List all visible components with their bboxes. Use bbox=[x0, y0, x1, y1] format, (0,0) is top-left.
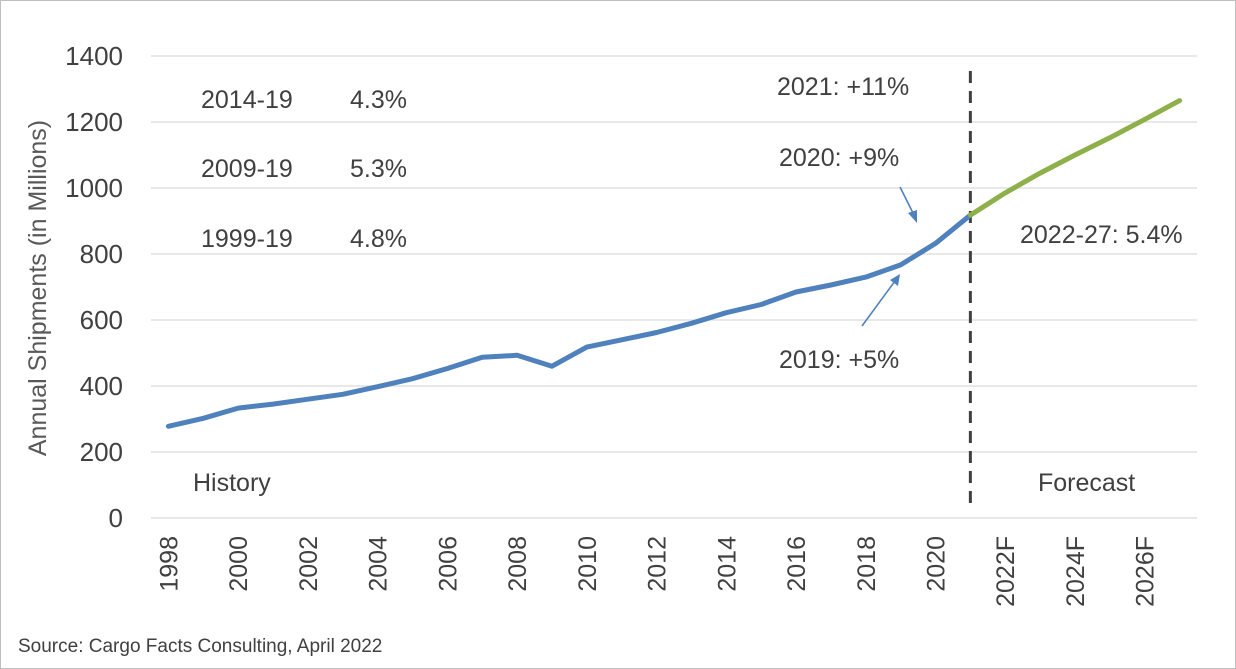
series-line-1 bbox=[165, 212, 973, 429]
cagr-period-1: 2014-19 bbox=[201, 86, 293, 114]
x-tick-label: 2012 bbox=[644, 536, 672, 592]
history-label: History bbox=[193, 469, 271, 497]
y-tick-label: 1200 bbox=[65, 107, 123, 137]
annotation-2019: 2019: +5% bbox=[779, 346, 899, 374]
x-tick-label: 2026F bbox=[1132, 536, 1160, 607]
y-tick-label: 400 bbox=[80, 371, 123, 401]
x-tick-label: 2014 bbox=[713, 536, 741, 592]
x-tick-label: 2020 bbox=[923, 536, 951, 592]
forecast-label: Forecast bbox=[1038, 469, 1135, 497]
x-tick-label: 2000 bbox=[225, 536, 253, 592]
annotation-forecast-cagr: 2022-27: 5.4% bbox=[1020, 221, 1183, 249]
x-tick-label: 2008 bbox=[504, 536, 532, 592]
y-tick-label: 0 bbox=[109, 503, 123, 533]
x-tick-label: 2022F bbox=[992, 536, 1020, 607]
y-tick-label: 1000 bbox=[65, 173, 123, 203]
y-tick-label: 200 bbox=[80, 437, 123, 467]
annotation-2021: 2021: +11% bbox=[777, 73, 909, 101]
x-tick-label: 2018 bbox=[853, 536, 881, 592]
x-tick-label: 2016 bbox=[783, 536, 811, 592]
y-axis-ticks: 0 200 400 600 800 1000 1200 1400 bbox=[65, 41, 123, 533]
y-tick-label: 800 bbox=[80, 239, 123, 269]
series-lines bbox=[165, 98, 1183, 429]
arrow-2019 bbox=[861, 274, 900, 327]
cagr-period-2: 2009-19 bbox=[201, 155, 293, 183]
cagr-rate-2: 5.3% bbox=[350, 155, 407, 183]
cagr-rate-3: 4.8% bbox=[350, 225, 407, 253]
x-axis-ticks: 1998 2000 2002 2004 2006 2008 2010 2012 2014 2016… bbox=[155, 536, 1159, 607]
source-note: Source: Cargo Facts Consulting, April 20… bbox=[18, 636, 382, 657]
x-tick-label: 2002 bbox=[295, 536, 323, 592]
y-axis-label: Annual Shipments (in Millions) bbox=[24, 120, 52, 456]
series-line-2 bbox=[967, 98, 1183, 218]
y-tick-label: 1400 bbox=[65, 41, 123, 71]
cagr-rate-1: 4.3% bbox=[350, 86, 407, 114]
x-tick-label: 2006 bbox=[434, 536, 462, 592]
gridlines bbox=[151, 55, 1197, 519]
x-tick-label: 1998 bbox=[155, 536, 183, 592]
x-tick-label: 2010 bbox=[574, 536, 602, 592]
x-tick-label: 2004 bbox=[365, 536, 393, 592]
cagr-table: 2014-19 4.3% 2009-19 5.3% 1999-19 4.8% bbox=[201, 86, 407, 253]
y-tick-label: 600 bbox=[80, 305, 123, 335]
annotation-2020: 2020: +9% bbox=[779, 144, 899, 172]
cagr-period-3: 1999-19 bbox=[201, 225, 293, 253]
x-tick-label: 2024F bbox=[1062, 536, 1090, 607]
arrow-2020 bbox=[899, 186, 917, 223]
